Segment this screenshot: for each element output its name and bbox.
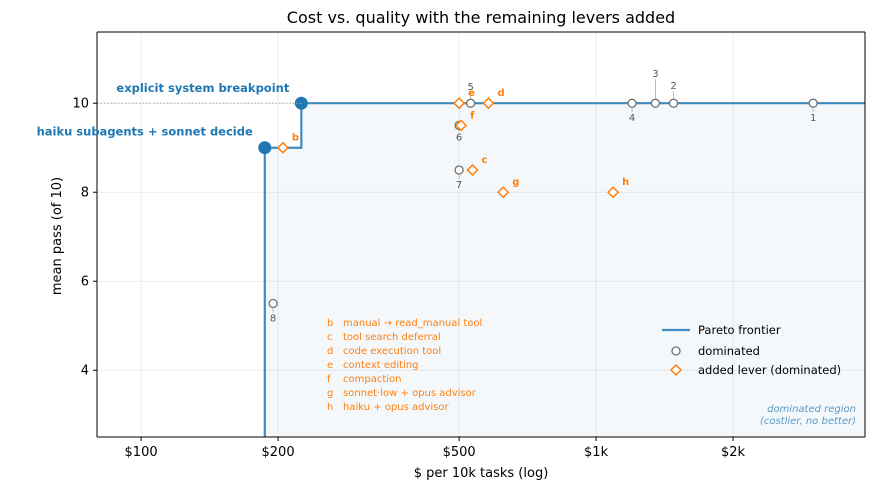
lever-label: c (481, 155, 487, 166)
frontier-point (258, 141, 272, 155)
dominated-label: 5 (467, 82, 473, 93)
lever-key-letter: e (327, 360, 333, 371)
dominated-point (627, 98, 637, 108)
lever-point (482, 97, 495, 110)
lever-key-desc: tool search deferral (343, 332, 441, 343)
x-tick-label: $1k (584, 445, 609, 460)
dominated-point (268, 298, 278, 309)
lever-key-letter: f (327, 374, 331, 385)
lever-key-letter: b (327, 318, 333, 329)
dominated-point (650, 98, 661, 108)
region-note: dominated region (767, 404, 856, 415)
legend-lever-label: added lever (dominated) (698, 363, 841, 377)
dominated-point (465, 98, 476, 108)
chart-title: Cost vs. quality with the remaining leve… (287, 8, 675, 27)
x-axis-label: $ per 10k tasks (log) (414, 466, 549, 481)
dominated-label: 2 (670, 81, 676, 92)
lever-point (455, 119, 468, 132)
dominated-point (454, 165, 464, 175)
lever-series: b c d ef g h (276, 88, 629, 199)
lever-key-desc: compaction (343, 374, 402, 385)
lever-label: b (292, 133, 299, 144)
lever-key-letter: h (327, 402, 333, 413)
lever-point (466, 163, 479, 177)
lever-label: e (468, 88, 475, 99)
region-note-sub: (costlier, no better) (760, 416, 856, 427)
dominated-region-fill (264, 103, 865, 437)
x-tick-label: $200 (262, 445, 295, 460)
frontier-label-subagents: haiku subagents + sonnet decide (37, 125, 253, 139)
dominated-label: 6 (456, 132, 462, 143)
lever-key-desc: code execution tool (343, 346, 441, 357)
dominated-label: 4 (629, 113, 635, 124)
x-tick-label: $2k (721, 445, 746, 460)
dominated-label: 7 (456, 180, 462, 191)
lever-point (497, 186, 510, 199)
y-tick-label: 6 (81, 275, 89, 290)
y-tick-label: 8 (81, 186, 89, 201)
lever-label: h (622, 177, 629, 188)
axes: $100 $200 $500 $1k $2k 4 6 8 10 (72, 31, 866, 460)
lever-key-letter: c (327, 332, 333, 343)
legend-dominated-label: dominated (698, 344, 760, 358)
lever-key-desc: haiku + opus advisor (343, 402, 449, 413)
x-tick-label: $500 (443, 445, 476, 460)
y-tick-label: 10 (72, 97, 89, 112)
frontier-label-breakpoint: explicit system breakpoint (116, 81, 289, 95)
lever-key-desc: manual → read_manual tool (343, 318, 482, 329)
y-tick-label: 4 (81, 364, 89, 379)
lever-label: d (497, 88, 504, 99)
legend: Pareto frontier dominated added lever (dom… (662, 323, 841, 377)
y-axis-label: mean pass (of 10) (50, 177, 65, 295)
dominated-point (808, 98, 818, 108)
annotations: explicit system breakpoint haiku subagent… (37, 81, 483, 413)
dominated-label: 3 (652, 69, 658, 80)
legend-frontier-label: Pareto frontier (698, 323, 781, 337)
legend-lever-swatch (669, 363, 683, 377)
lever-label: g (512, 177, 519, 188)
lever-key-letter: g (327, 388, 333, 399)
x-tick-label: $100 (125, 445, 158, 460)
lever-key-letter: d (327, 346, 333, 357)
dominated-region: dominated region(costlier, no better) (264, 103, 865, 437)
lever-key-desc: context editing (343, 360, 419, 371)
legend-dominated-swatch (671, 346, 681, 356)
dominated-point (668, 98, 679, 108)
plot-background (97, 32, 865, 437)
lever-point (453, 97, 466, 110)
dominated-label: 1 (810, 113, 816, 124)
lever-label: f (470, 110, 475, 121)
dominated-label: 8 (270, 313, 276, 324)
lever-point (607, 186, 620, 199)
lever-key-desc: sonnet·low + opus advisor (343, 388, 477, 399)
lever-point (276, 141, 289, 154)
plot-area (97, 32, 865, 437)
